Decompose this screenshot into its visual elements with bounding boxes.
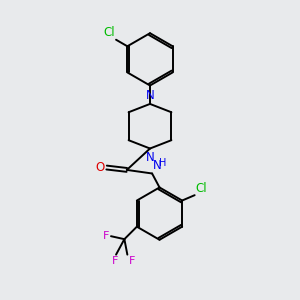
Text: N: N xyxy=(153,159,162,172)
Text: F: F xyxy=(112,256,119,266)
Text: N: N xyxy=(146,151,154,164)
Text: Cl: Cl xyxy=(103,26,115,39)
Text: N: N xyxy=(146,88,154,102)
Text: O: O xyxy=(95,161,104,174)
Text: F: F xyxy=(103,231,110,241)
Text: F: F xyxy=(129,256,135,266)
Text: H: H xyxy=(159,158,166,168)
Text: Cl: Cl xyxy=(196,182,207,195)
